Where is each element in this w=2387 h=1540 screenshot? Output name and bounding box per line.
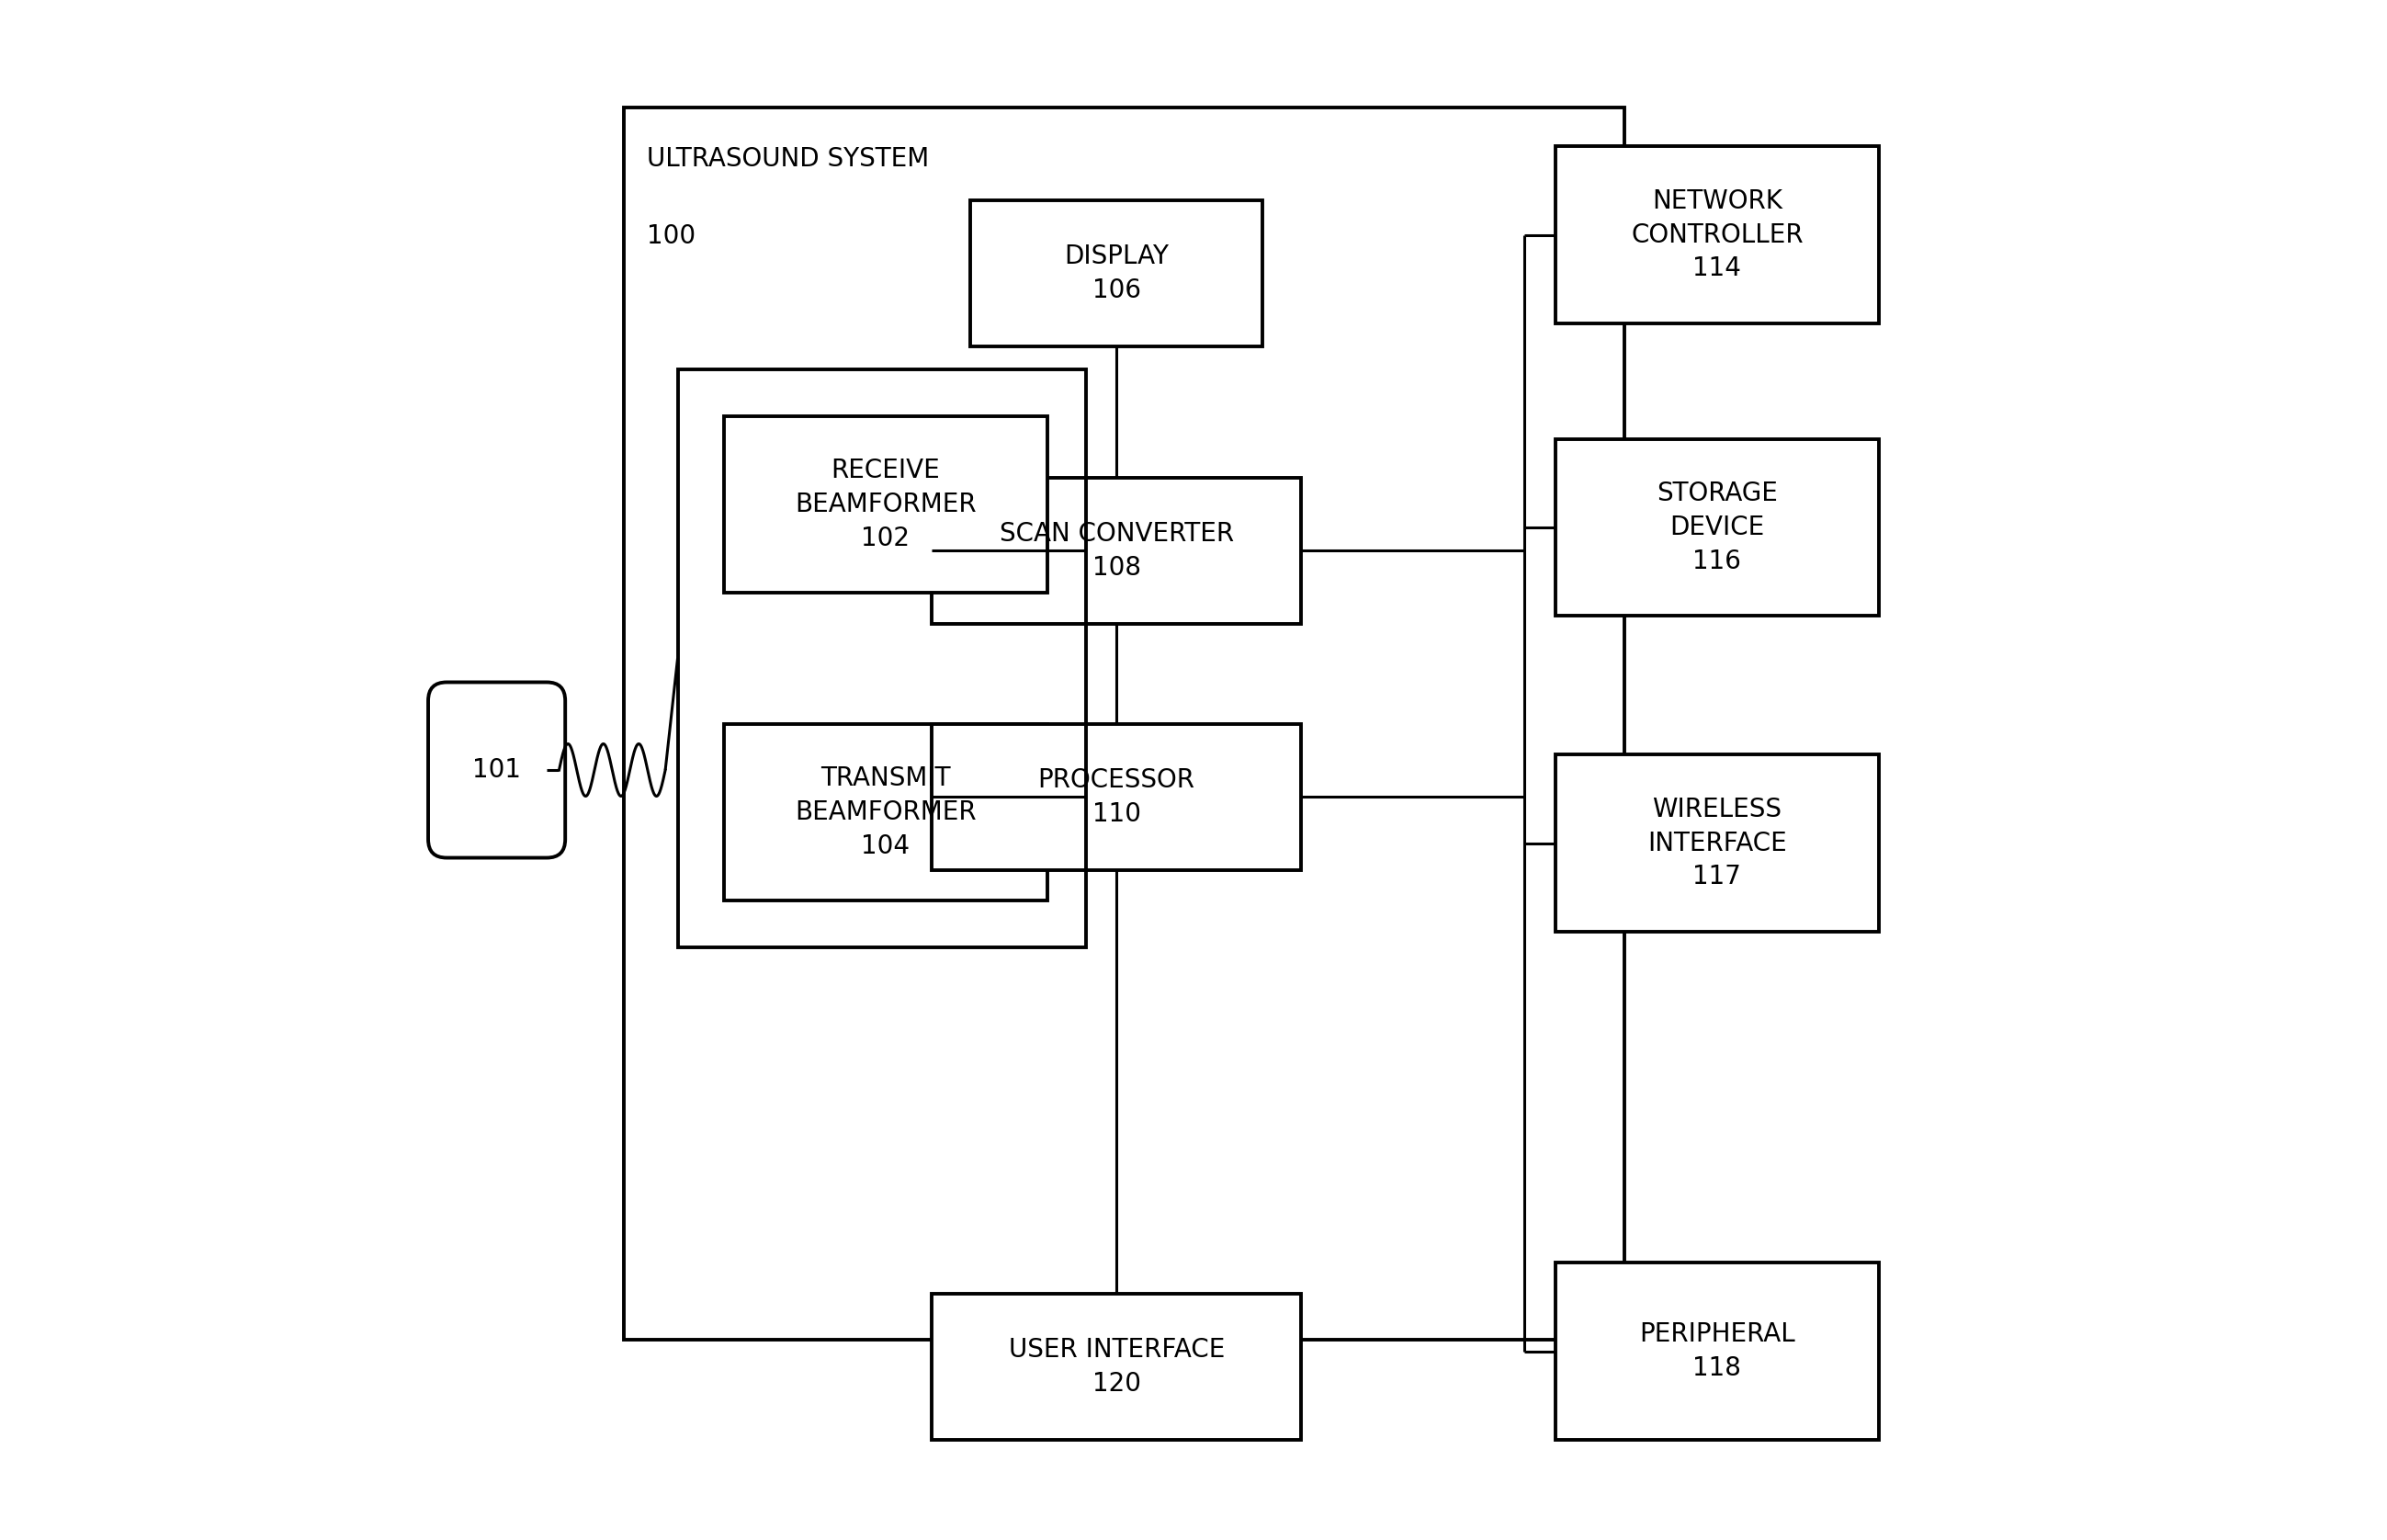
FancyBboxPatch shape	[1556, 439, 1879, 616]
FancyBboxPatch shape	[623, 108, 1626, 1340]
FancyBboxPatch shape	[1556, 1263, 1879, 1440]
Text: ULTRASOUND SYSTEM: ULTRASOUND SYSTEM	[647, 146, 929, 172]
Text: 100: 100	[647, 223, 695, 249]
FancyBboxPatch shape	[723, 416, 1048, 593]
Text: STORAGE
DEVICE
116: STORAGE DEVICE 116	[1657, 480, 1778, 574]
Text: SCAN CONVERTER
108: SCAN CONVERTER 108	[1000, 521, 1234, 581]
Text: PROCESSOR
110: PROCESSOR 110	[1038, 767, 1196, 827]
FancyBboxPatch shape	[1556, 146, 1879, 323]
Text: TRANSMIT
BEAMFORMER
104: TRANSMIT BEAMFORMER 104	[795, 765, 976, 859]
Text: USER INTERFACE
120: USER INTERFACE 120	[1007, 1337, 1225, 1397]
FancyBboxPatch shape	[931, 724, 1301, 870]
FancyBboxPatch shape	[931, 477, 1301, 624]
Text: RECEIVE
BEAMFORMER
102: RECEIVE BEAMFORMER 102	[795, 457, 976, 551]
Text: 101: 101	[473, 758, 520, 782]
FancyBboxPatch shape	[723, 724, 1048, 901]
Text: DISPLAY
106: DISPLAY 106	[1065, 243, 1170, 303]
Text: WIRELESS
INTERFACE
117: WIRELESS INTERFACE 117	[1647, 796, 1788, 890]
FancyBboxPatch shape	[1556, 755, 1879, 932]
FancyBboxPatch shape	[969, 200, 1263, 346]
FancyBboxPatch shape	[427, 682, 566, 858]
FancyBboxPatch shape	[931, 1294, 1301, 1440]
Text: NETWORK
CONTROLLER
114: NETWORK CONTROLLER 114	[1630, 188, 1802, 282]
Text: PERIPHERAL
118: PERIPHERAL 118	[1640, 1321, 1795, 1381]
